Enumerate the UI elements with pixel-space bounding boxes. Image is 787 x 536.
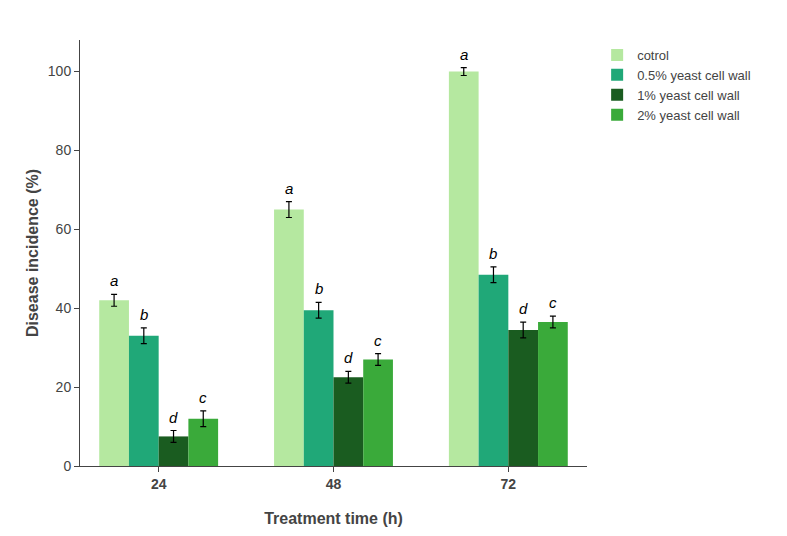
- svg-text:1% yeast cell wall: 1% yeast cell wall: [637, 88, 740, 103]
- svg-text:d: d: [169, 409, 178, 426]
- svg-text:48: 48: [326, 476, 342, 492]
- svg-text:80: 80: [56, 142, 72, 158]
- svg-text:c: c: [374, 332, 382, 349]
- svg-text:20: 20: [56, 379, 72, 395]
- svg-text:a: a: [110, 272, 118, 289]
- svg-text:b: b: [489, 245, 497, 262]
- svg-text:cotrol: cotrol: [637, 48, 669, 63]
- svg-text:d: d: [344, 349, 353, 366]
- svg-text:Treatment time (h): Treatment time (h): [264, 510, 403, 527]
- svg-text:c: c: [549, 294, 557, 311]
- svg-text:100: 100: [48, 63, 72, 79]
- svg-text:d: d: [519, 300, 528, 317]
- svg-text:b: b: [315, 280, 323, 297]
- svg-text:c: c: [199, 389, 207, 406]
- svg-text:2% yeast cell wall: 2% yeast cell wall: [637, 108, 740, 123]
- svg-text:40: 40: [56, 300, 72, 316]
- svg-text:Disease incidence (%): Disease incidence (%): [24, 169, 41, 337]
- svg-text:b: b: [140, 306, 148, 323]
- svg-text:a: a: [460, 46, 468, 63]
- svg-text:60: 60: [56, 221, 72, 237]
- svg-text:0: 0: [63, 458, 71, 474]
- svg-text:72: 72: [501, 476, 517, 492]
- svg-text:a: a: [285, 180, 293, 197]
- svg-text:0.5% yeast cell wall: 0.5% yeast cell wall: [637, 68, 751, 83]
- svg-text:24: 24: [151, 476, 167, 492]
